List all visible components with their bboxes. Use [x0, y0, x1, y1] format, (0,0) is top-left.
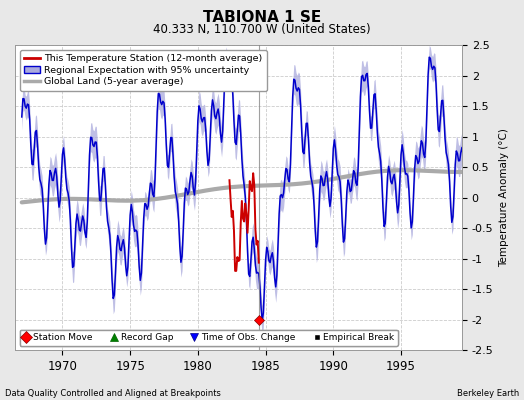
- Text: Data Quality Controlled and Aligned at Breakpoints: Data Quality Controlled and Aligned at B…: [5, 389, 221, 398]
- Text: TABIONA 1 SE: TABIONA 1 SE: [203, 10, 321, 25]
- Text: Berkeley Earth: Berkeley Earth: [456, 389, 519, 398]
- Legend: Station Move, Record Gap, Time of Obs. Change, Empirical Break: Station Move, Record Gap, Time of Obs. C…: [19, 330, 398, 346]
- Y-axis label: Temperature Anomaly (°C): Temperature Anomaly (°C): [499, 128, 509, 267]
- Text: 40.333 N, 110.700 W (United States): 40.333 N, 110.700 W (United States): [153, 23, 371, 36]
